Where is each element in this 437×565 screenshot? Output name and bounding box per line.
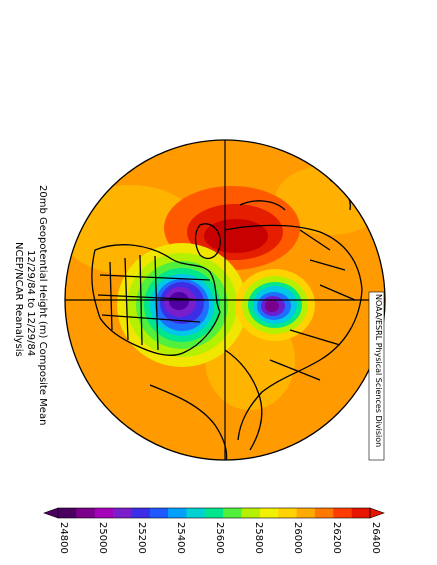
- colorbar-swatch: [333, 508, 352, 518]
- colorbar-swatch: [94, 508, 114, 518]
- colorbar-tick-label: 25400: [175, 522, 186, 554]
- colorbar-swatch: [131, 508, 151, 518]
- colorbar-swatch: [241, 508, 261, 518]
- colorbar-tick-label: 24800: [58, 522, 69, 554]
- colorbar-arrow-high: [369, 507, 385, 519]
- colorbar-swatch: [58, 508, 77, 518]
- colorbar-tick-label: 25000: [97, 522, 108, 554]
- colorbar-swatch: [278, 508, 297, 518]
- colorbar-swatch: [149, 508, 169, 518]
- map-border: [64, 139, 386, 461]
- colorbar-swatch: [351, 508, 371, 518]
- colorbar-tick-label: 26200: [331, 522, 342, 554]
- colorbar: 24800 25000 25200 25400 25600 25800 26000 26200…: [43, 507, 385, 554]
- colorbar-swatch: [296, 508, 316, 518]
- colorbar-tick-label: 25200: [136, 522, 147, 554]
- title-line1: 20mb Geopotential Height (m) Composite M…: [37, 185, 48, 426]
- colorbar-swatch: [113, 508, 132, 518]
- title-line2: 12/29/84 to 12/29/84: [25, 250, 36, 357]
- colorbar-tick-label: 25600: [214, 522, 225, 554]
- credit-text: NOAA/ESRL Physical Sciences Division: [374, 294, 383, 448]
- colorbar-tick-label: 25800: [253, 522, 264, 554]
- colorbar-swatch: [186, 508, 206, 518]
- colorbar-swatch: [259, 508, 279, 518]
- colorbar-swatch: [223, 508, 242, 518]
- colorbar-outline: [57, 507, 371, 519]
- colorbar-swatch: [314, 508, 334, 518]
- colorbar-tick-label: 26000: [292, 522, 303, 554]
- colorbar-swatch: [76, 508, 96, 518]
- colorbar-arrow-low: [43, 507, 59, 519]
- map-disk: [65, 140, 385, 460]
- credit-box: [368, 291, 385, 461]
- title-line3: NCEP/NCAR Reanalysis: [13, 242, 24, 357]
- colorbar-tick-label: 26400: [370, 522, 381, 554]
- colorbar-swatch: [168, 508, 187, 518]
- colorbar-swatch: [204, 508, 224, 518]
